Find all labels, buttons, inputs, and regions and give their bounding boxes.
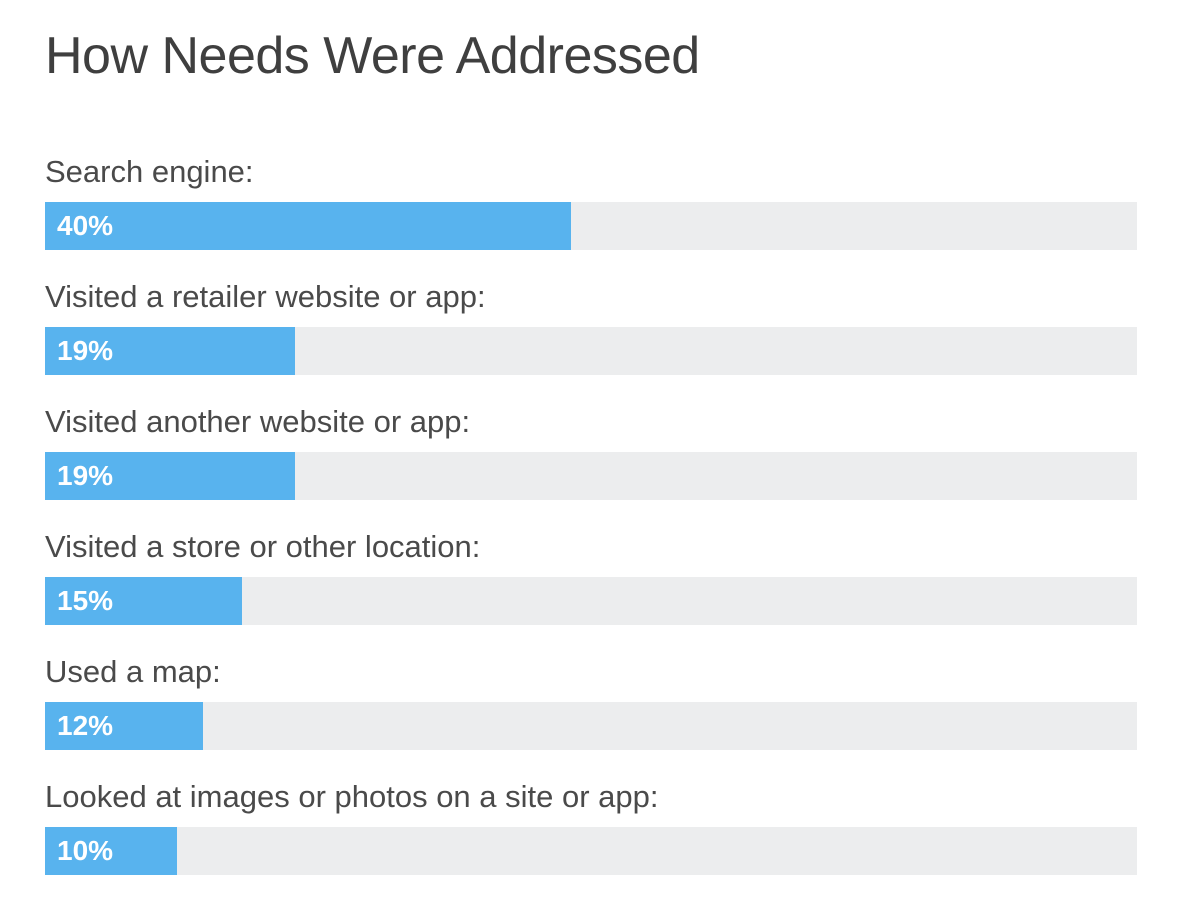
chart-title: How Needs Were Addressed	[45, 27, 700, 85]
bar-value-label: 15%	[57, 585, 114, 616]
bar-chart: Search engine: 40% Visited a retailer webs…	[45, 150, 1137, 900]
bar-category-label: Visited another website or app:	[45, 404, 471, 439]
bar-fill	[45, 327, 295, 375]
bar-fill	[45, 827, 177, 875]
bar-category-label: Visited a store or other location:	[45, 529, 481, 564]
bar-track: 12%	[45, 702, 1137, 750]
bar-value-label: 40%	[57, 210, 114, 241]
bar-row: Used a map: 12%	[45, 650, 1137, 775]
bar-track: 19%	[45, 452, 1137, 500]
bar-track: 40%	[45, 202, 1137, 250]
bar-fill	[45, 577, 242, 625]
bar-track: 19%	[45, 327, 1137, 375]
bar-value-label: 19%	[57, 460, 114, 491]
bar-value-label: 10%	[57, 835, 114, 866]
bar-row: Looked at images or photos on a site or …	[45, 775, 1137, 900]
bar-track: 15%	[45, 577, 1137, 625]
bar-value-label: 19%	[57, 335, 114, 366]
bar-row: Visited a store or other location: 15%	[45, 525, 1137, 650]
bar-fill	[45, 452, 295, 500]
bar-row: Visited another website or app: 19%	[45, 400, 1137, 525]
bar-track: 10%	[45, 827, 1137, 875]
bar-category-label: Search engine:	[45, 154, 254, 189]
bar-category-label: Used a map:	[45, 654, 221, 689]
bar-category-label: Visited a retailer website or app:	[45, 279, 486, 314]
bar-fill	[45, 202, 571, 250]
bar-row: Search engine: 40%	[45, 150, 1137, 275]
bar-row: Visited a retailer website or app: 19%	[45, 275, 1137, 400]
bar-fill	[45, 702, 203, 750]
bar-value-label: 12%	[57, 710, 114, 741]
bar-category-label: Looked at images or photos on a site or …	[45, 779, 659, 814]
